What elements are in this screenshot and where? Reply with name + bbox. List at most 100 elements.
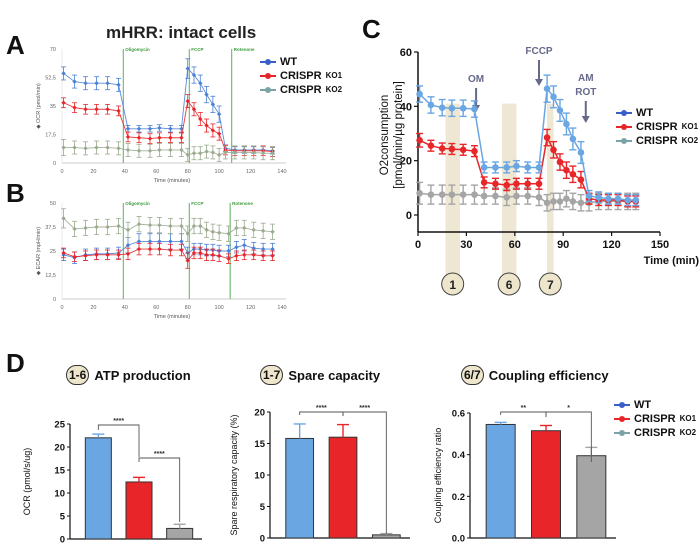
x-tick-label: 120: [246, 305, 255, 311]
data-point: [191, 107, 197, 112]
data-point: [550, 93, 557, 101]
data-point: [210, 150, 216, 155]
data-point: [83, 225, 88, 231]
data-point: [492, 180, 499, 188]
data-point: [147, 222, 153, 228]
x-tick-label: 90: [557, 239, 569, 251]
y-tick-label: 17,5: [45, 133, 56, 139]
injection-label: Oligomycin: [125, 47, 150, 52]
data-point: [270, 246, 275, 252]
y-tick-label: 70: [50, 47, 56, 53]
panel-a-title: mHRR: intact cells: [106, 23, 257, 42]
data-point: [595, 194, 602, 201]
y-axis-label: O2consumption: [379, 95, 391, 176]
legend-sup: KO1: [679, 414, 697, 423]
legend-label: CRISPR: [634, 413, 676, 425]
x-tick-label: 20: [90, 305, 96, 311]
data-point: [569, 135, 577, 143]
data-point: [168, 135, 173, 140]
d3-title: 6/7 Coupling efficiency: [461, 365, 609, 385]
panel-label-d: D: [6, 348, 25, 378]
data-point: [72, 226, 77, 232]
data-point: [83, 253, 88, 258]
chart-D2: 0 5 10 15 20 Spare respiratory capacity (%) **…: [229, 405, 410, 545]
data-point: [204, 92, 209, 97]
y-tick-label: 5: [60, 512, 66, 523]
data-point: [136, 148, 142, 153]
y-tick-label: 15: [254, 439, 265, 450]
data-point: [513, 180, 520, 188]
data-point: [448, 145, 456, 153]
legend-item-ko1: CRISPR KO1: [260, 69, 342, 83]
data-point: [569, 198, 577, 205]
data-point: [147, 136, 153, 141]
x-tick-label: 20: [90, 169, 96, 175]
x-tick-label: 0: [415, 239, 421, 251]
legend-marker: [614, 429, 630, 437]
data-point: [94, 107, 99, 112]
data-point: [191, 250, 197, 256]
data-point: [416, 90, 423, 98]
data-point: [136, 135, 142, 140]
bar: [328, 436, 358, 539]
data-point: [204, 149, 209, 154]
x-tick-label: 100: [215, 305, 224, 311]
data-point: [270, 229, 275, 234]
x-tick-label: 30: [460, 239, 472, 251]
legend-marker: [260, 86, 276, 94]
data-point: [83, 107, 88, 112]
chart-B: 0 20 40 60 80 100 120 140 0 12,5 25 37,5 50 Time (min…: [36, 201, 287, 320]
y-tick-label: 50: [50, 201, 56, 207]
data-point: [179, 239, 184, 244]
data-point: [459, 104, 467, 112]
data-point: [72, 79, 77, 84]
data-point: [503, 164, 511, 171]
data-point: [168, 223, 173, 229]
data-point: [234, 244, 239, 250]
chart-A: 0 20 40 60 80 100 120 140 0 17,5 35 52,5 70 Time (min…: [36, 47, 287, 184]
bar: [530, 430, 562, 539]
data-point: [503, 194, 511, 201]
data-point: [105, 145, 110, 150]
y-axis-label: ◆ OCR (pmol/min): [36, 83, 42, 129]
panel-label-a: A: [6, 30, 25, 60]
data-point: [563, 120, 570, 128]
data-point: [556, 158, 564, 166]
data-point: [234, 253, 239, 258]
data-point: [556, 198, 564, 205]
legend-marker: [616, 137, 632, 145]
y-tick-label: 0.0: [452, 534, 465, 545]
y-tick-label: 37,5: [45, 225, 56, 231]
data-point: [210, 102, 216, 107]
d1-title-text: ATP production: [94, 367, 191, 383]
data-point: [105, 224, 110, 230]
data-point: [136, 221, 142, 227]
legend-panel-c: WT CRISPR KO1 CRISPR KO2: [616, 106, 698, 148]
data-point: [168, 247, 173, 253]
shaded-region: [547, 103, 554, 277]
series-line: [63, 218, 273, 235]
data-point: [524, 192, 532, 200]
panel-label-c: C: [362, 14, 381, 44]
y-tick-label: 25: [50, 249, 56, 255]
region-badge: [538, 272, 562, 296]
chart-D1: 0 5 10 15 20 25 OCR (pmol/s/ug) **** ****: [22, 418, 202, 546]
data-point: [136, 126, 142, 131]
data-point: [492, 164, 499, 171]
data-point: [216, 230, 222, 235]
data-point: [116, 223, 121, 229]
data-point: [550, 146, 557, 154]
bar: [371, 534, 401, 539]
y-tick-label: 20: [54, 443, 65, 454]
data-point: [198, 81, 203, 86]
data-point: [577, 149, 585, 156]
legend-marker: [260, 72, 276, 80]
data-point: [136, 246, 142, 252]
data-point: [524, 164, 532, 171]
data-point: [94, 81, 99, 86]
data-point: [83, 146, 88, 151]
bar: [576, 455, 607, 539]
data-point: [185, 152, 190, 158]
data-point: [216, 253, 222, 258]
